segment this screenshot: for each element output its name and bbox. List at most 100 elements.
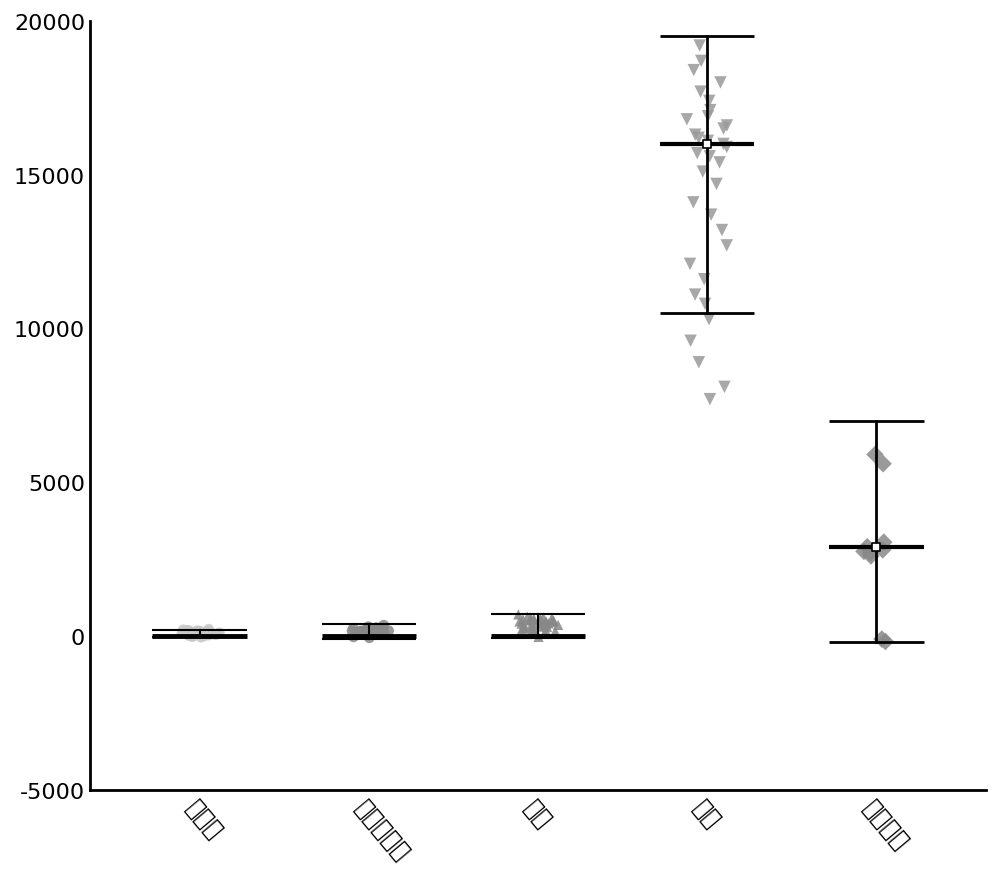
Point — [524, 618, 540, 632]
Point — [186, 629, 202, 643]
Point — [189, 627, 205, 641]
Point — [181, 623, 197, 637]
Point — [365, 623, 381, 637]
Point — [194, 627, 210, 641]
Point — [189, 625, 205, 639]
Point — [363, 623, 379, 637]
Point — [201, 624, 217, 638]
Point — [523, 613, 539, 627]
Point — [538, 617, 554, 631]
Point — [200, 624, 216, 638]
Point — [514, 623, 530, 637]
Point — [184, 627, 200, 641]
Point — [534, 619, 550, 633]
Point — [532, 613, 548, 627]
Point — [368, 625, 384, 639]
Point — [703, 208, 719, 222]
Point — [867, 448, 883, 462]
Point — [712, 76, 728, 90]
Point — [353, 624, 369, 638]
Point — [348, 626, 364, 640]
Point — [716, 122, 732, 136]
Point — [366, 623, 382, 637]
Point — [715, 138, 731, 152]
Point — [532, 612, 548, 626]
Point — [544, 615, 560, 630]
Point — [700, 110, 716, 124]
Point — [189, 625, 205, 639]
Point — [547, 624, 563, 638]
Point — [526, 612, 542, 626]
Point — [712, 156, 728, 170]
Point — [862, 546, 878, 560]
Point — [350, 625, 366, 639]
Point — [863, 550, 879, 564]
Point — [702, 392, 718, 407]
Point — [189, 625, 205, 639]
Point — [345, 622, 361, 636]
Point — [701, 95, 717, 109]
Point — [210, 627, 226, 641]
Point — [544, 611, 560, 625]
Point — [719, 119, 735, 133]
Point — [519, 610, 535, 624]
Point — [538, 615, 554, 629]
Point — [693, 54, 709, 68]
Point — [353, 624, 369, 638]
Point — [196, 628, 212, 642]
Point — [702, 150, 718, 164]
Point — [362, 623, 378, 637]
Point — [192, 628, 208, 642]
Point — [197, 629, 213, 643]
Point — [381, 624, 397, 638]
Point — [524, 620, 540, 634]
Point — [696, 273, 712, 287]
Point — [541, 616, 557, 630]
Point — [368, 627, 384, 641]
Point — [546, 614, 562, 628]
Point — [355, 625, 371, 639]
Point — [708, 177, 724, 191]
Point — [201, 627, 217, 641]
Point — [695, 165, 711, 179]
Point — [538, 623, 554, 637]
Point — [201, 623, 217, 637]
Point — [697, 298, 713, 312]
Point — [524, 623, 540, 637]
Point — [361, 631, 377, 645]
Point — [701, 313, 717, 327]
Point — [538, 615, 554, 630]
Point — [859, 540, 875, 554]
Point — [719, 239, 735, 253]
Point — [344, 624, 360, 638]
Point — [689, 147, 705, 161]
Point — [366, 623, 382, 637]
Point — [875, 457, 891, 471]
Point — [526, 614, 542, 628]
Point — [539, 620, 555, 634]
Point — [516, 622, 532, 636]
Point — [868, 540, 884, 554]
Point — [174, 627, 190, 641]
Point — [364, 627, 380, 641]
Point — [691, 132, 707, 146]
Point — [187, 626, 203, 640]
Point — [686, 64, 702, 78]
Point — [683, 335, 699, 349]
Point — [365, 625, 381, 639]
Point — [515, 613, 531, 627]
Point — [877, 635, 893, 649]
Point — [685, 196, 701, 210]
Point — [179, 628, 195, 642]
Point — [719, 140, 735, 155]
Point — [702, 104, 718, 118]
Point — [375, 622, 391, 636]
Point — [856, 544, 872, 558]
Point — [522, 614, 538, 628]
Point — [189, 628, 205, 642]
Point — [181, 629, 197, 643]
Point — [376, 626, 392, 640]
Point — [372, 623, 388, 637]
Point — [714, 224, 730, 238]
Point — [700, 134, 716, 148]
